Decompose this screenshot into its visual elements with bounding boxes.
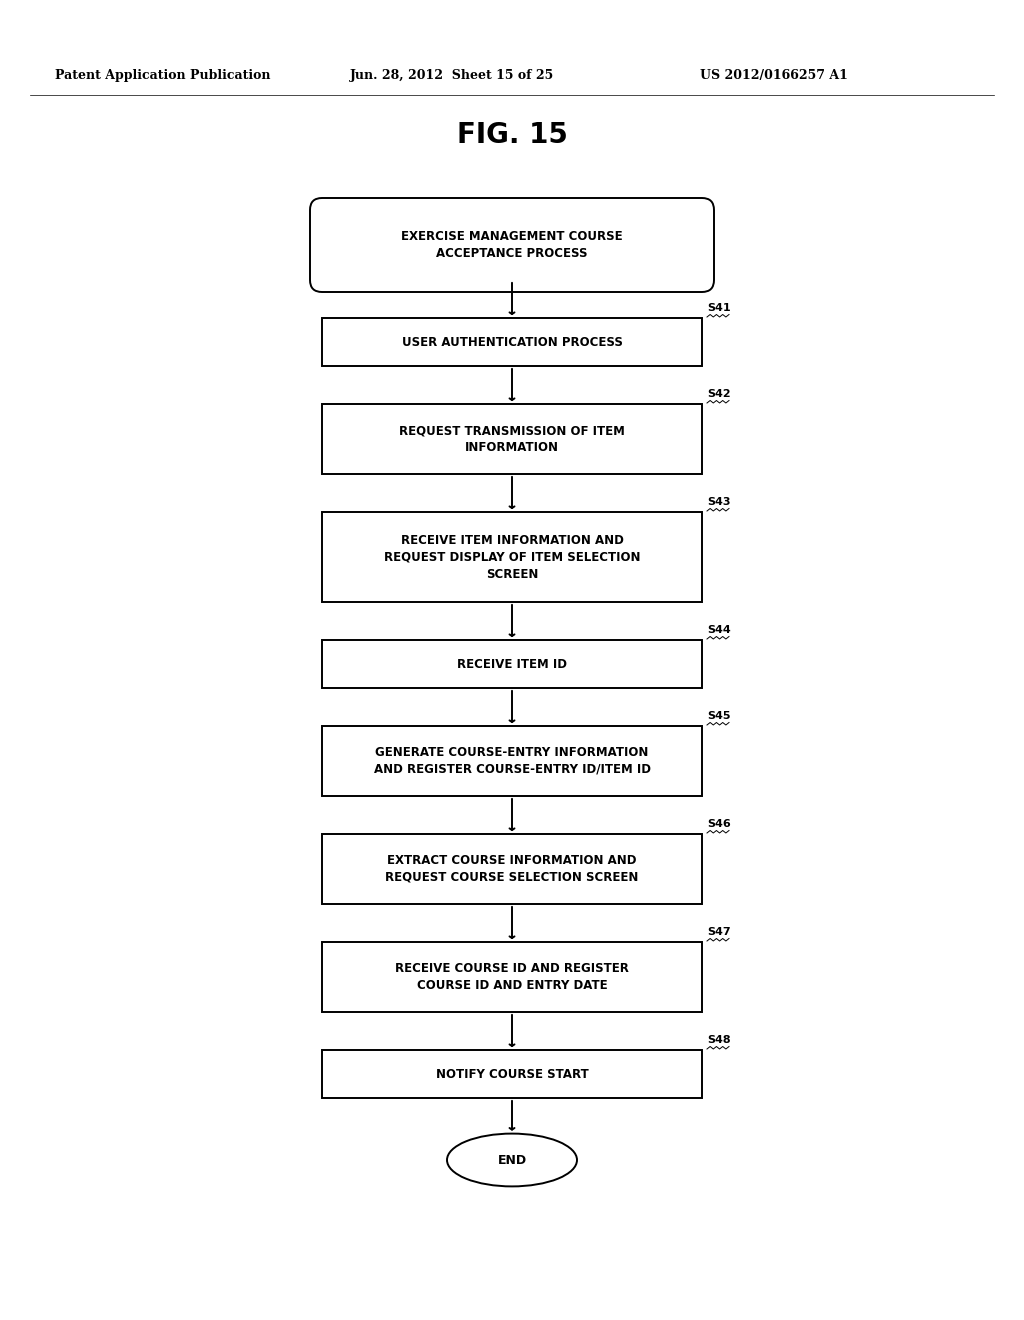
Text: NOTIFY COURSE START: NOTIFY COURSE START (435, 1068, 589, 1081)
Text: REQUEST TRANSMISSION OF ITEM
INFORMATION: REQUEST TRANSMISSION OF ITEM INFORMATION (399, 424, 625, 454)
Ellipse shape (447, 1134, 577, 1187)
FancyBboxPatch shape (310, 198, 714, 292)
Text: RECEIVE ITEM ID: RECEIVE ITEM ID (457, 657, 567, 671)
Bar (322, 640, 702, 688)
Text: EXTRACT COURSE INFORMATION AND
REQUEST COURSE SELECTION SCREEN: EXTRACT COURSE INFORMATION AND REQUEST C… (385, 854, 639, 884)
Text: RECEIVE ITEM INFORMATION AND
REQUEST DISPLAY OF ITEM SELECTION
SCREEN: RECEIVE ITEM INFORMATION AND REQUEST DIS… (384, 533, 640, 581)
Text: RECEIVE COURSE ID AND REGISTER
COURSE ID AND ENTRY DATE: RECEIVE COURSE ID AND REGISTER COURSE ID… (395, 962, 629, 993)
Text: Jun. 28, 2012  Sheet 15 of 25: Jun. 28, 2012 Sheet 15 of 25 (350, 69, 554, 82)
Text: US 2012/0166257 A1: US 2012/0166257 A1 (700, 69, 848, 82)
Bar (322, 404, 702, 474)
Text: S47: S47 (707, 927, 731, 937)
Text: FIG. 15: FIG. 15 (457, 121, 567, 149)
Text: S43: S43 (707, 498, 730, 507)
Bar (322, 1049, 702, 1098)
Text: S46: S46 (707, 818, 731, 829)
Bar (322, 726, 702, 796)
Bar (322, 834, 702, 904)
Text: S42: S42 (707, 389, 731, 399)
Text: S44: S44 (707, 624, 731, 635)
Text: S48: S48 (707, 1035, 731, 1045)
Bar (322, 942, 702, 1012)
Text: Patent Application Publication: Patent Application Publication (55, 69, 270, 82)
Text: END: END (498, 1154, 526, 1167)
Text: GENERATE COURSE-ENTRY INFORMATION
AND REGISTER COURSE-ENTRY ID/ITEM ID: GENERATE COURSE-ENTRY INFORMATION AND RE… (374, 746, 650, 776)
Text: EXERCISE MANAGEMENT COURSE
ACCEPTANCE PROCESS: EXERCISE MANAGEMENT COURSE ACCEPTANCE PR… (401, 230, 623, 260)
Bar (322, 318, 702, 366)
Text: S41: S41 (707, 304, 731, 313)
Bar (322, 512, 702, 602)
Text: S45: S45 (707, 711, 730, 721)
Text: USER AUTHENTICATION PROCESS: USER AUTHENTICATION PROCESS (401, 335, 623, 348)
